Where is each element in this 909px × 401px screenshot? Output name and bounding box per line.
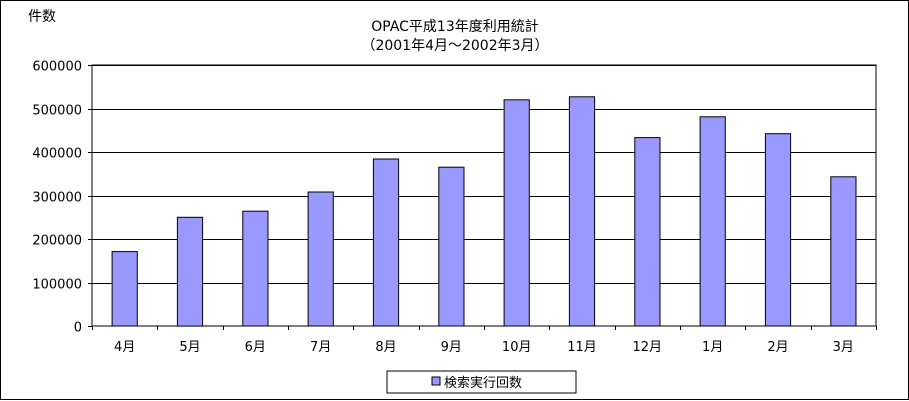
chart-subtitle: （2001年4月～2002年3月） [361,38,548,54]
bar [242,210,269,327]
x-tick-label: 7月 [310,340,331,355]
x-tick-label: 9月 [441,340,462,355]
bar [568,96,596,327]
legend: 検索実行回数 [386,370,577,394]
x-tick-label: 11月 [567,340,597,355]
x-tick-label: 1月 [702,340,723,355]
plot-area: 0 100000 200000 300000 400000 500000 600000 4月 5… [32,60,877,355]
bar [830,176,857,327]
bar [699,116,726,327]
legend-label: 検索実行回数 [444,375,522,391]
bar [438,166,465,327]
plot-background [91,64,877,327]
x-tick-label: 6月 [245,340,266,355]
bar [372,158,400,327]
chart-title: OPAC平成13年度利用統計 [371,19,539,35]
bar [764,133,792,327]
y-tick-label: 600000 [32,60,82,75]
bar [176,216,204,327]
x-tick-label: 8月 [375,340,396,355]
y-tick-label: 400000 [32,147,82,162]
y-tick-label: 300000 [32,191,82,206]
bar [307,191,334,327]
y-tick-label: 500000 [32,104,82,119]
bar [111,251,138,327]
y-tick-label: 100000 [32,278,82,293]
y-axis-title: 件数 [28,9,56,25]
bar [503,99,530,327]
x-tick-label: 10月 [502,340,532,355]
legend-swatch [431,376,441,386]
x-tick-label: 5月 [179,340,200,355]
x-tick-label: 12月 [633,340,663,355]
y-tick-label: 0 [74,321,82,336]
bar [634,137,661,327]
x-tick-label: 3月 [833,340,854,355]
x-tick-label: 4月 [114,340,135,355]
y-tick-label: 200000 [32,234,82,249]
x-tick-label: 2月 [767,340,788,355]
